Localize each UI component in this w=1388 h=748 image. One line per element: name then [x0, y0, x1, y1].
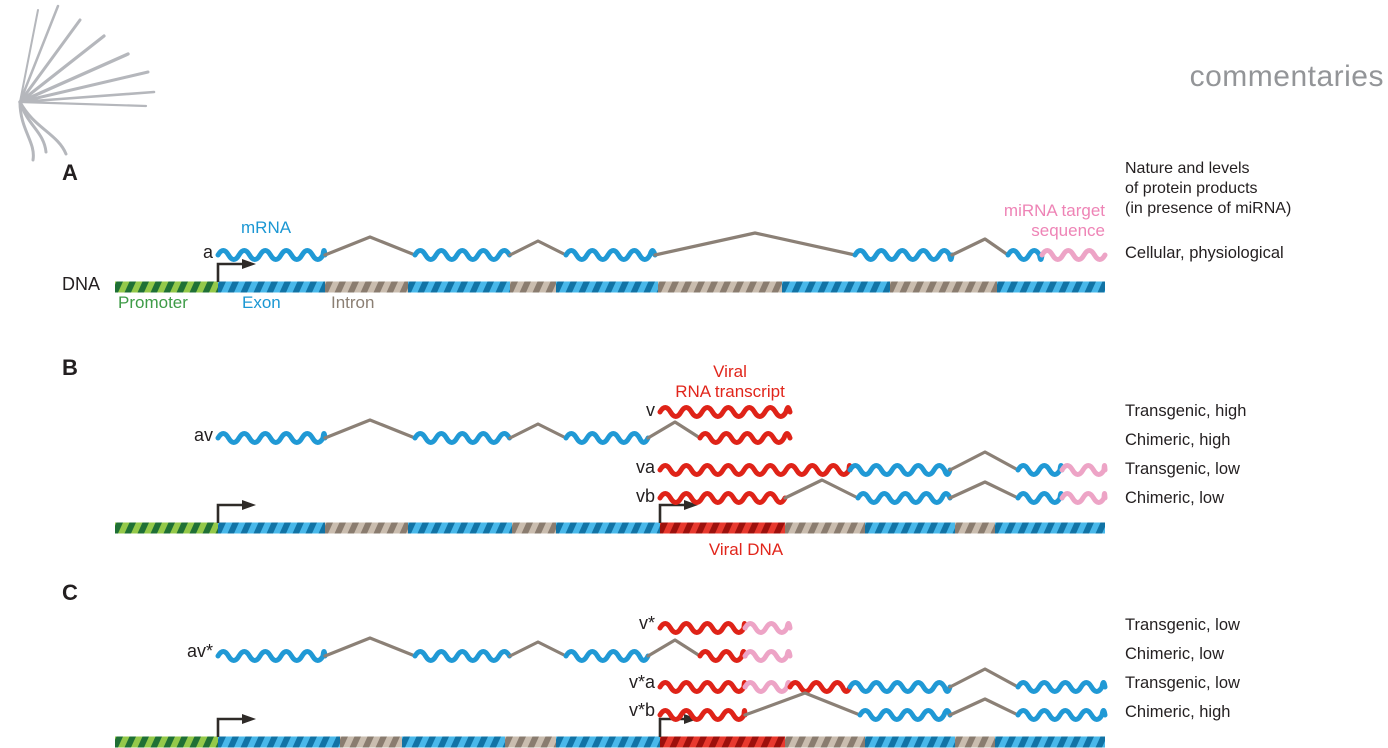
right-column-title-line3: (in presence of miRNA)	[1125, 200, 1292, 217]
viral-rna-label-line1: Viral	[713, 362, 747, 381]
transcript-vstara-label: v*a	[628, 672, 655, 692]
transcript-vstarb-label: v*b	[628, 700, 655, 720]
transcript-va-label: va	[635, 457, 655, 477]
panel-c-letter: C	[62, 580, 78, 605]
outcome-c-4: Chimeric, high	[1125, 703, 1231, 721]
mirna-target-label-line1: miRNA target	[1003, 201, 1105, 220]
journal-section-header: commentaries	[1189, 60, 1384, 93]
mrna-label: mRNA	[241, 218, 292, 237]
outcome-b-1: Transgenic, high	[1125, 402, 1247, 420]
panel-b-letter: B	[62, 355, 78, 380]
viral-rna-label: Viral RNA transcript	[625, 362, 835, 402]
transcript-vstar-label: v*	[638, 613, 655, 633]
outcome-c-2: Chimeric, low	[1125, 645, 1225, 663]
outcome-b-2: Chimeric, high	[1125, 431, 1231, 449]
transcript-v-label: v	[646, 400, 655, 420]
viral-dna-label: Viral DNA	[708, 540, 784, 559]
outcome-cellular: Cellular, physiological	[1125, 244, 1284, 262]
promoter-label: Promoter	[118, 293, 188, 312]
outcome-c-3: Transgenic, low	[1125, 674, 1240, 692]
journal-logo-svg	[18, 4, 156, 162]
right-column-title: Nature and levels of protein products (i…	[1125, 159, 1291, 219]
mirna-target-label-line2: sequence	[1031, 221, 1105, 240]
outcome-c-1: Transgenic, low	[1125, 616, 1240, 634]
intron-label: Intron	[331, 293, 375, 312]
exon-label: Exon	[242, 293, 281, 312]
panel-a-letter: A	[62, 160, 78, 185]
outcome-b-4: Chimeric, low	[1125, 489, 1225, 507]
right-column-title-line1: Nature and levels	[1125, 160, 1250, 177]
mirna-target-label: miRNA target sequence	[1004, 201, 1105, 241]
outcome-b-3: Transgenic, low	[1125, 460, 1240, 478]
viral-rna-label-line2: RNA transcript	[675, 382, 785, 401]
transcript-a-label: a	[202, 242, 213, 262]
transcript-avstar-label: av*	[186, 641, 213, 661]
transcript-av-label: av	[193, 425, 213, 445]
journal-logo-icon	[0, 0, 180, 170]
dna-label: DNA	[62, 274, 101, 294]
right-column-title-line2: of protein products	[1125, 180, 1258, 197]
transcript-vb-label: vb	[635, 486, 655, 506]
